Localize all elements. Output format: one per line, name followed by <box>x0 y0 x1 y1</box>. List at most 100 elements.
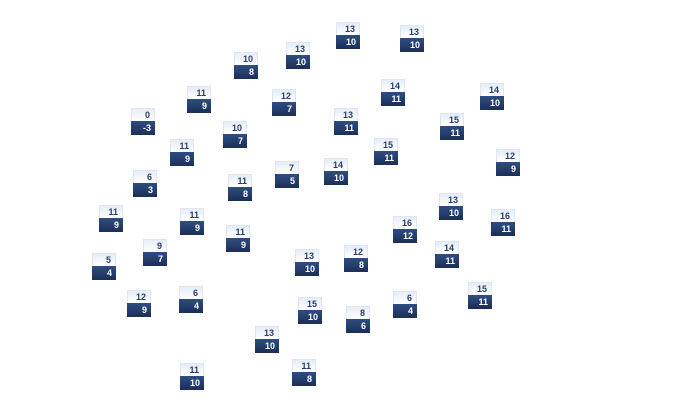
tag-bottom-value: 5 <box>275 174 299 188</box>
tag-top-value: 11 <box>170 139 194 152</box>
tag-top-value: 14 <box>480 83 504 96</box>
tag-bottom-value: 9 <box>170 152 194 166</box>
tag-bottom-value: 8 <box>234 65 258 79</box>
value-tag: 15 11 <box>374 138 398 165</box>
tag-top-value: 14 <box>324 158 348 171</box>
tag-top-value: 11 <box>187 86 211 99</box>
tag-bottom-value: 11 <box>334 121 358 135</box>
tag-bottom-value: 11 <box>468 295 492 309</box>
tag-bottom-value: 7 <box>272 102 296 116</box>
value-tag: 14 11 <box>381 79 405 106</box>
value-tag: 12 8 <box>344 245 368 272</box>
tag-bottom-value: 10 <box>286 55 310 69</box>
tag-bottom-value: 6 <box>346 319 370 333</box>
tag-top-value: 13 <box>336 22 360 35</box>
value-tag: 13 11 <box>334 108 358 135</box>
tag-bottom-value: 4 <box>92 266 116 280</box>
tag-top-value: 10 <box>223 121 247 134</box>
tag-top-value: 14 <box>381 79 405 92</box>
tag-bottom-value: 10 <box>180 376 204 390</box>
tag-bottom-value: 8 <box>292 372 316 386</box>
value-tag: 11 9 <box>187 86 211 113</box>
tag-top-value: 11 <box>226 225 250 238</box>
tag-top-value: 13 <box>255 326 279 339</box>
tag-bottom-value: 3 <box>133 183 157 197</box>
tag-bottom-value: 9 <box>127 303 151 317</box>
tag-top-value: 12 <box>272 89 296 102</box>
tag-top-value: 11 <box>292 359 316 372</box>
tag-bottom-value: 10 <box>480 96 504 110</box>
tag-top-value: 5 <box>92 253 116 266</box>
value-tag: 16 12 <box>393 216 417 243</box>
tag-bottom-value: 9 <box>496 162 520 176</box>
value-tag: 10 7 <box>223 121 247 148</box>
tag-top-value: 7 <box>275 161 299 174</box>
tag-top-value: 11 <box>228 174 252 187</box>
tag-bottom-value: 9 <box>180 221 204 235</box>
tag-bottom-value: 7 <box>143 252 167 266</box>
tag-top-value: 6 <box>179 286 203 299</box>
value-tag: 12 9 <box>127 290 151 317</box>
tag-bottom-value: 11 <box>491 222 515 236</box>
tag-top-value: 13 <box>295 249 319 262</box>
tag-bottom-value: 10 <box>324 171 348 185</box>
value-tag: 11 9 <box>170 139 194 166</box>
tag-top-value: 15 <box>440 113 464 126</box>
tag-bottom-value: 11 <box>440 126 464 140</box>
value-tag: 11 8 <box>228 174 252 201</box>
tag-bottom-value: 10 <box>295 262 319 276</box>
value-tag: 15 10 <box>298 297 322 324</box>
tag-bottom-value: 4 <box>393 304 417 318</box>
tag-top-value: 11 <box>180 208 204 221</box>
value-tag: 14 11 <box>435 241 459 268</box>
tag-bottom-value: 12 <box>393 229 417 243</box>
value-tag: 13 10 <box>400 25 424 52</box>
tag-bottom-value: 10 <box>255 339 279 353</box>
tag-top-value: 12 <box>344 245 368 258</box>
value-tag: 12 9 <box>496 149 520 176</box>
value-tag: 13 10 <box>336 22 360 49</box>
value-tag: 10 8 <box>234 52 258 79</box>
tag-top-value: 13 <box>334 108 358 121</box>
tag-bottom-value: 11 <box>381 92 405 106</box>
value-tag: 14 10 <box>480 83 504 110</box>
tag-bottom-value: 9 <box>187 99 211 113</box>
value-tag: 13 10 <box>255 326 279 353</box>
tag-bottom-value: 8 <box>344 258 368 272</box>
tag-bottom-value: 8 <box>228 187 252 201</box>
tag-top-value: 14 <box>435 241 459 254</box>
tag-bottom-value: 10 <box>336 35 360 49</box>
tag-top-value: 10 <box>234 52 258 65</box>
tag-bottom-value: 11 <box>374 151 398 165</box>
value-tag: 0 -3 <box>131 108 155 135</box>
tag-top-value: 6 <box>133 170 157 183</box>
tag-top-value: 13 <box>439 193 463 206</box>
value-tag: 14 10 <box>324 158 348 185</box>
tag-bottom-value: 10 <box>400 38 424 52</box>
tag-top-value: 11 <box>99 205 123 218</box>
tag-top-value: 13 <box>400 25 424 38</box>
value-tag: 15 11 <box>468 282 492 309</box>
tag-bottom-value: 9 <box>99 218 123 232</box>
tag-bottom-value: 9 <box>226 238 250 252</box>
value-tag: 12 7 <box>272 89 296 116</box>
tag-bottom-value: 7 <box>223 134 247 148</box>
value-tag: 11 8 <box>292 359 316 386</box>
tag-top-value: 15 <box>298 297 322 310</box>
tag-top-value: 15 <box>374 138 398 151</box>
tag-top-value: 0 <box>131 108 155 121</box>
value-tag: 11 9 <box>226 225 250 252</box>
value-tag: 15 11 <box>440 113 464 140</box>
tag-bottom-value: 10 <box>298 310 322 324</box>
tag-top-value: 12 <box>496 149 520 162</box>
tag-bottom-value: 10 <box>439 206 463 220</box>
tag-top-value: 11 <box>180 363 204 376</box>
tag-bottom-value: 11 <box>435 254 459 268</box>
value-tag: 11 9 <box>99 205 123 232</box>
tag-top-value: 12 <box>127 290 151 303</box>
